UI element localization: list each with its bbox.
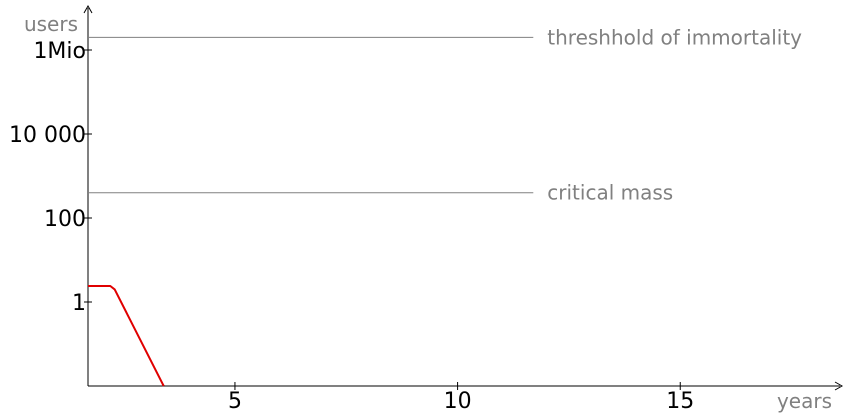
y-axis-arrow	[83, 4, 93, 14]
reference-line-label: threshhold of immortality	[547, 25, 802, 49]
y-axis-title: users	[24, 12, 78, 36]
y-tick-label: 100	[44, 207, 86, 232]
series-group	[88, 285, 165, 387]
x-axis-arrow	[834, 381, 844, 391]
x-tick-label: 10	[444, 389, 472, 414]
x-tick-label: 5	[228, 389, 242, 414]
x-axis-title: years	[777, 389, 832, 413]
reference-lines: threshhold of immortality critical mass	[88, 25, 802, 205]
series-line	[88, 285, 165, 387]
y-tick-label: 10 000	[9, 123, 86, 148]
x-tick-label: 15	[666, 389, 694, 414]
y-tick-label: 1Mio	[33, 39, 86, 64]
y-tick-label: 1	[72, 291, 86, 316]
reference-line-label: critical mass	[547, 181, 673, 205]
axes: 5 10 15 1 100 10 000 1Mio	[9, 4, 844, 414]
